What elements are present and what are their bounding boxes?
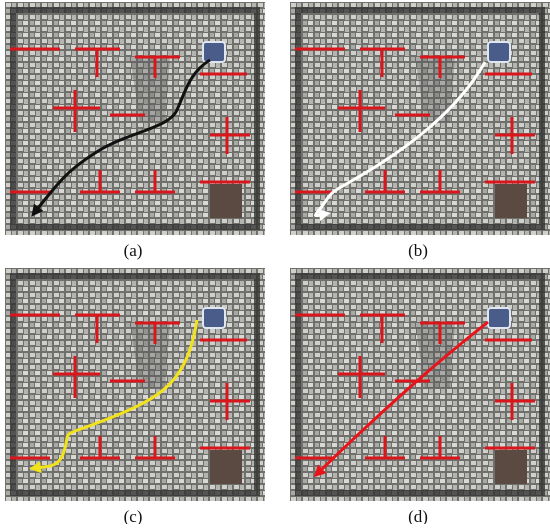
pit: [495, 184, 527, 218]
shadow: [130, 323, 170, 388]
pit: [495, 450, 527, 484]
pit: [210, 184, 242, 218]
robot: [487, 41, 511, 63]
panel-label: (d): [408, 507, 428, 524]
frame: [10, 7, 260, 230]
frame: [10, 273, 260, 496]
robot-path: [29, 319, 199, 474]
robot: [202, 41, 226, 63]
robot-path: [313, 320, 489, 478]
shadow: [130, 57, 170, 122]
panel: [290, 2, 550, 235]
frame: [295, 7, 545, 230]
shadow: [415, 57, 455, 122]
panel: [5, 268, 265, 501]
panel-label: (c): [124, 507, 143, 524]
shadow: [415, 323, 455, 388]
frame: [295, 273, 545, 496]
panel-label: (b): [408, 241, 428, 260]
panel-label: (a): [124, 241, 143, 260]
robot-path: [31, 58, 211, 217]
panel: [5, 2, 265, 235]
panel: [290, 268, 550, 501]
pit: [210, 450, 242, 484]
robot-path: [314, 61, 487, 222]
robot: [202, 307, 226, 329]
robot: [487, 307, 511, 329]
